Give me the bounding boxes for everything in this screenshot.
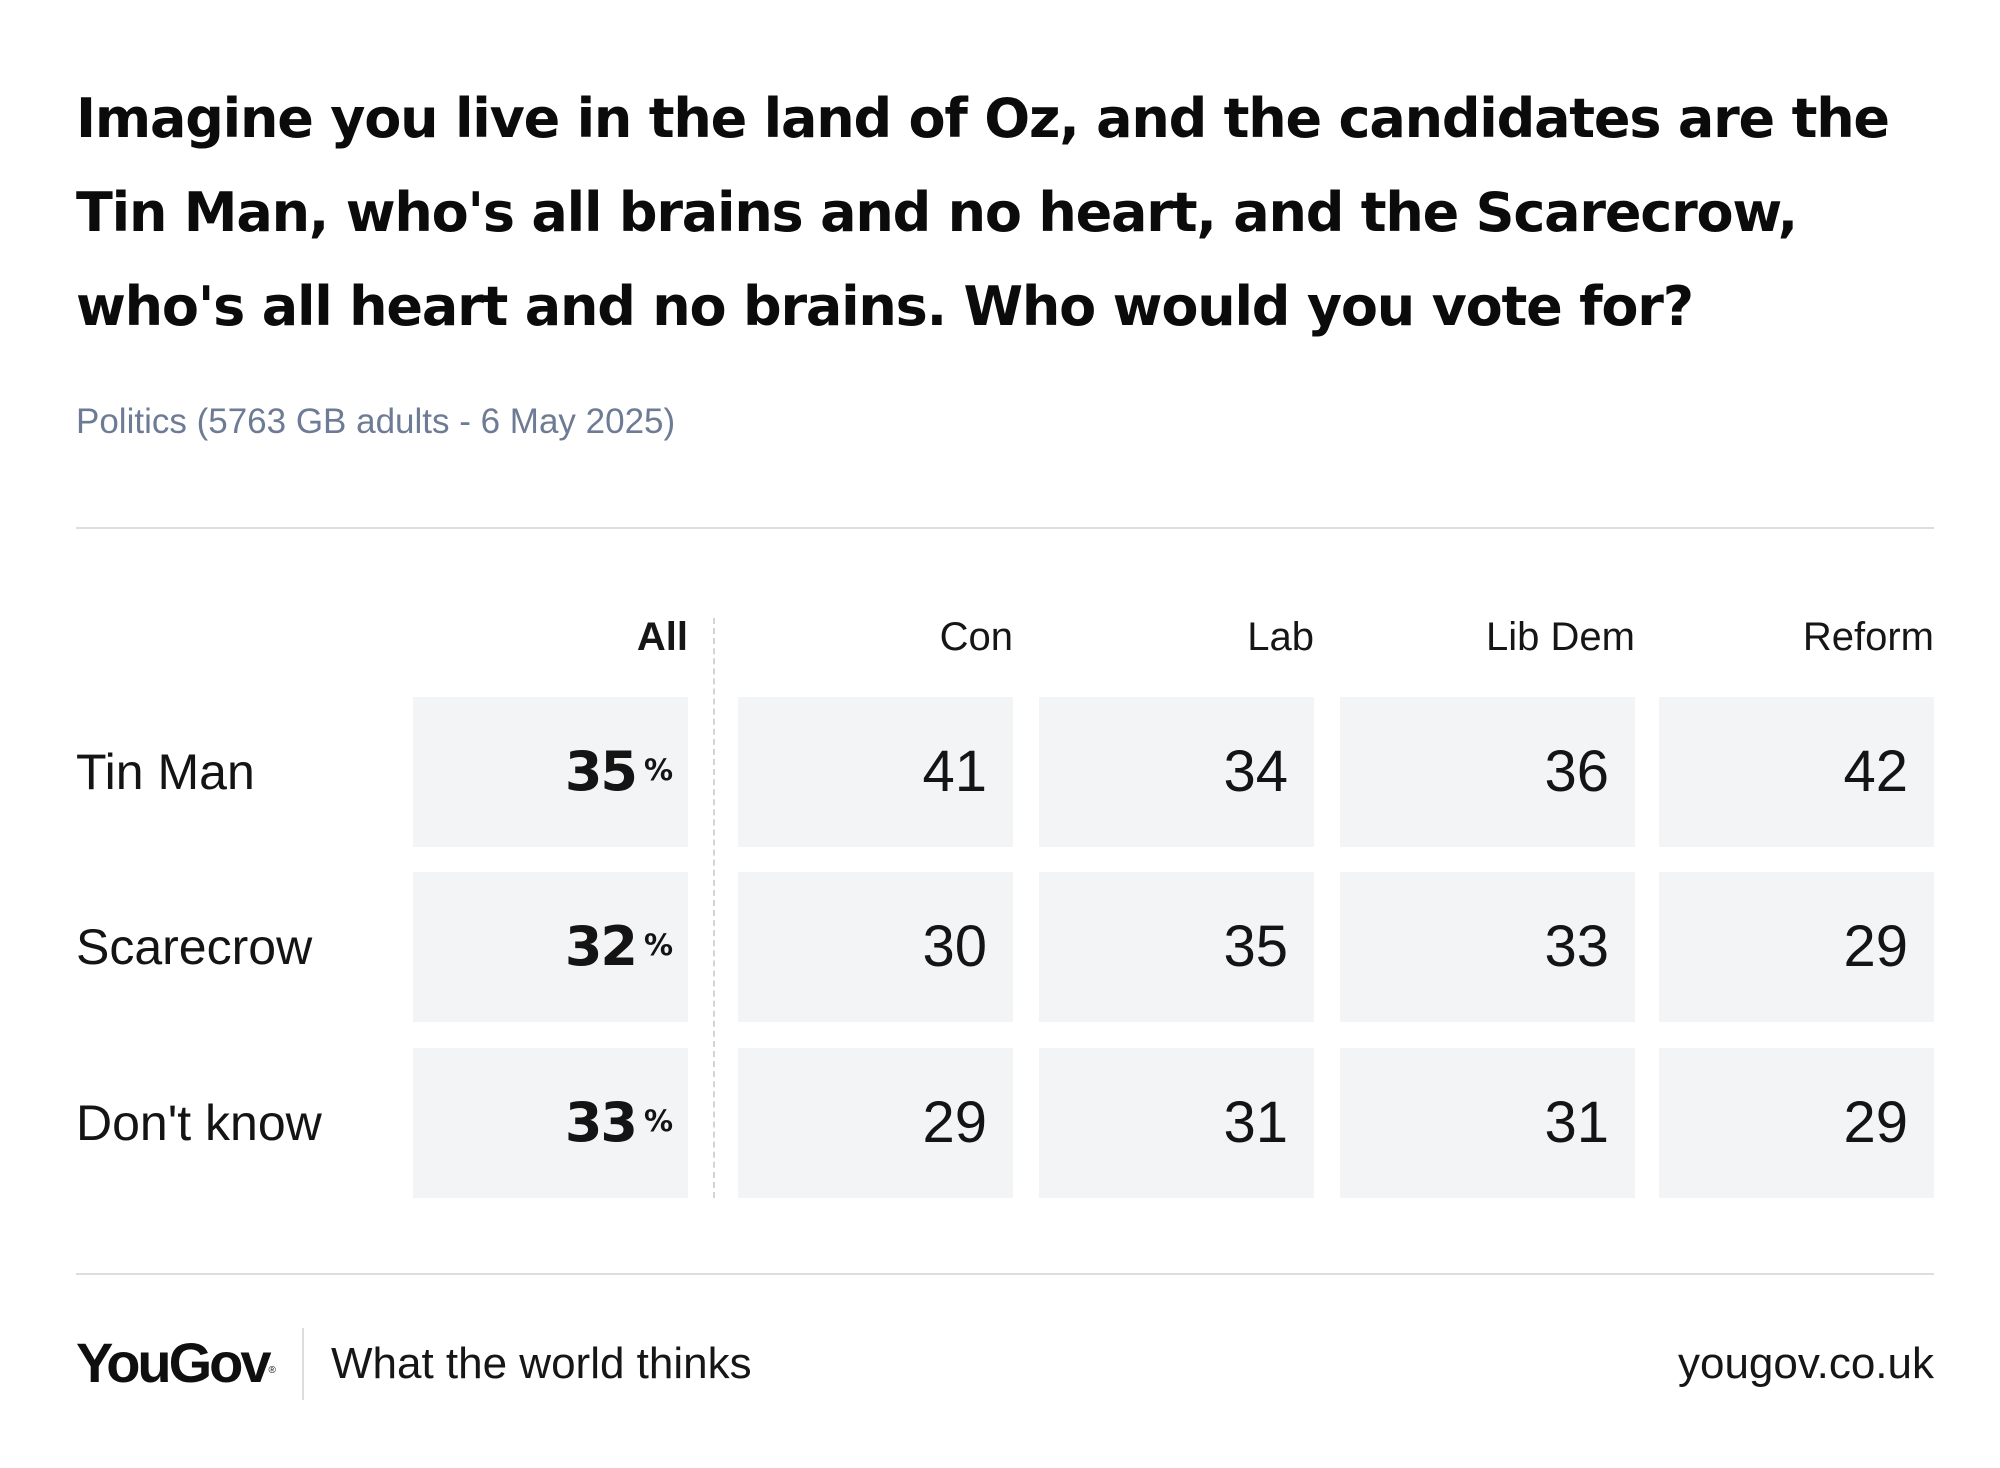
table-cell: 41 [738, 697, 1013, 847]
column-header-lib-dem: Lib Dem [1486, 615, 1635, 659]
table-cell: 30 [738, 872, 1013, 1022]
cell-value: 34 [1223, 739, 1288, 804]
table-cell: 35 [1039, 872, 1314, 1022]
brand-name: YouGov [76, 1331, 272, 1394]
column-header-reform: Reform [1802, 615, 1934, 659]
chart-subtitle: Politics (5763 GB adults - 6 May 2025) [76, 402, 676, 441]
percent-sign: % [643, 753, 673, 787]
footer-tagline: What the world thinks [331, 1339, 752, 1388]
table-cell: 42 [1659, 697, 1934, 847]
column-header-lab: Lab [1247, 615, 1314, 659]
row-label-don-t-know: Don't know [76, 1095, 322, 1151]
title-line: Imagine you live in the land of Oz, and … [76, 87, 1890, 150]
table-cell: 33% [413, 1048, 688, 1198]
percent-sign: % [643, 928, 673, 962]
row-label-scarecrow: Scarecrow [76, 919, 313, 975]
cell-value: 31 [1223, 1090, 1288, 1155]
cell-value: 35 [1223, 914, 1288, 979]
bottom-divider [76, 1273, 1934, 1275]
cell-value: 33 [1544, 914, 1609, 979]
table-cell: 31 [1340, 1048, 1635, 1198]
cell-value: 31 [1544, 1090, 1609, 1155]
footer-separator [302, 1328, 304, 1400]
table-cell: 33 [1340, 872, 1635, 1022]
column-header-con: Con [939, 615, 1013, 659]
cell-value: 42 [1843, 739, 1908, 804]
chart-title: Imagine you live in the land of Oz, and … [76, 72, 1956, 354]
table-cell: 35% [413, 697, 688, 847]
cell-value: 29 [1843, 1090, 1908, 1155]
row-label-tin-man: Tin Man [76, 744, 255, 800]
cell-value: 33 [564, 1091, 638, 1154]
cell-value: 29 [922, 1090, 987, 1155]
registered-mark: ® [268, 1365, 276, 1376]
title-line: who's all heart and no brains. Who would… [76, 275, 1694, 338]
all-column-divider [713, 618, 715, 1198]
table-cell: 29 [1659, 872, 1934, 1022]
table-cell: 31 [1039, 1048, 1314, 1198]
cell-value: 30 [922, 914, 987, 979]
table-cell: 34 [1039, 697, 1314, 847]
yougov-logo: YouGov® [76, 1330, 276, 1396]
cell-value: 29 [1843, 914, 1908, 979]
table-cell: 29 [1659, 1048, 1934, 1198]
cell-value: 36 [1544, 739, 1609, 804]
column-header-all: All [636, 615, 688, 659]
title-line: Tin Man, who's all brains and no heart, … [76, 181, 1798, 244]
table-cell: 32% [413, 872, 688, 1022]
table-cell: 29 [738, 1048, 1013, 1198]
percent-sign: % [643, 1104, 673, 1138]
cell-value: 41 [922, 739, 987, 804]
footer-site: yougov.co.uk [1677, 1339, 1934, 1388]
cell-value: 35 [564, 740, 638, 803]
table-cell: 36 [1340, 697, 1635, 847]
cell-value: 32 [564, 915, 638, 978]
top-divider [76, 527, 1934, 529]
